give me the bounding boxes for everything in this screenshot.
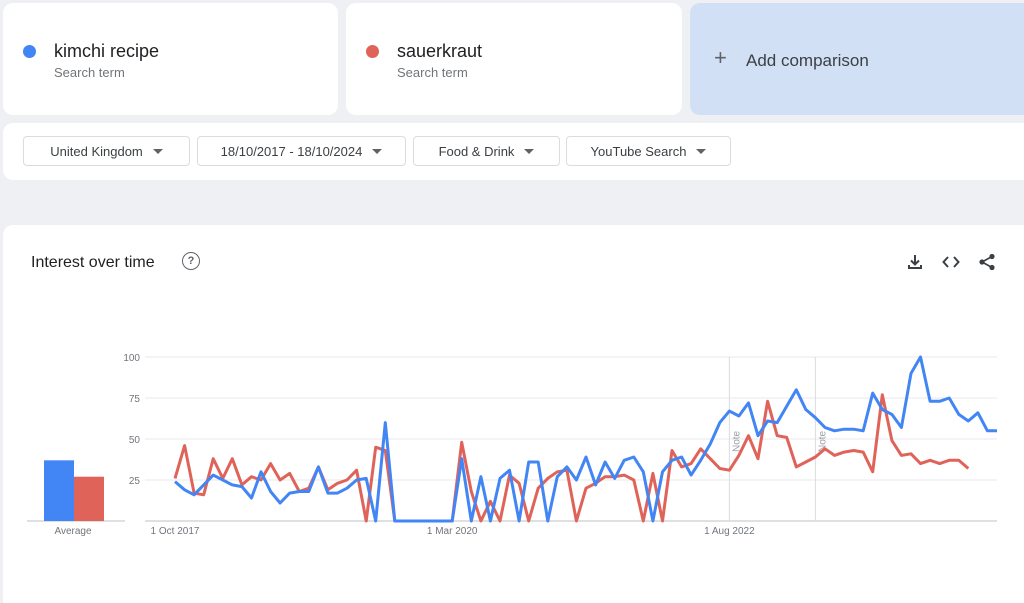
download-icon[interactable] <box>905 252 925 272</box>
average-bar-kimchi-recipe[interactable] <box>44 460 74 521</box>
interest-chart: Average 25 50 75 100 1 Oct 2017 1 Mar 2020 1 … <box>27 353 997 537</box>
chart-title: Interest over time <box>31 254 155 271</box>
region-value: United Kingdom <box>50 143 143 159</box>
embed-icon[interactable] <box>941 252 961 272</box>
term-type: Search term <box>397 65 468 80</box>
category-value: Food & Drink <box>438 143 515 159</box>
series-color-dot <box>366 45 379 58</box>
series-line-sauerkraut[interactable] <box>173 393 970 523</box>
date-range-dropdown[interactable]: 18/10/2017 - 18/10/2024 <box>197 136 406 166</box>
date-range-value: 18/10/2017 - 18/10/2024 <box>220 143 363 159</box>
term-name: kimchi recipe <box>54 41 160 61</box>
category-dropdown[interactable]: Food & Drink <box>413 136 560 166</box>
caret-down-icon <box>524 148 535 154</box>
caret-down-icon <box>152 148 163 154</box>
average-bar-sauerkraut[interactable] <box>74 476 104 521</box>
y-tick-label: 100 <box>123 353 140 364</box>
series-line-kimchi-recipe[interactable] <box>174 355 997 523</box>
average-label: Average <box>54 526 92 537</box>
help-icon[interactable]: ? <box>182 252 200 270</box>
y-tick-label: 75 <box>129 394 141 405</box>
share-icon[interactable] <box>977 252 997 272</box>
property-dropdown[interactable]: YouTube Search <box>566 136 731 166</box>
region-dropdown[interactable]: United Kingdom <box>23 136 190 166</box>
x-tick-label: 1 Aug 2022 <box>704 526 755 537</box>
x-tick-label: 1 Oct 2017 <box>151 526 200 537</box>
add-comparison-label: Add comparison <box>746 51 869 70</box>
y-tick-label: 50 <box>129 435 141 446</box>
term-card-kimchi-recipe[interactable]: kimchi recipe Search term <box>3 3 338 115</box>
caret-down-icon <box>372 148 383 154</box>
term-name: sauerkraut <box>397 41 483 61</box>
interest-over-time-card: Interest over time ? Average 25 50 75 100 1… <box>3 225 1024 603</box>
property-value: YouTube Search <box>590 143 687 159</box>
x-tick-label: 1 Mar 2020 <box>427 526 478 537</box>
filters-bar: United Kingdom 18/10/2017 - 18/10/2024 F… <box>3 123 1024 180</box>
note-marker[interactable]: Note <box>731 430 742 452</box>
term-type: Search term <box>54 65 125 80</box>
term-card-sauerkraut[interactable]: sauerkraut Search term <box>346 3 682 115</box>
note-marker[interactable]: Note <box>817 430 828 452</box>
caret-down-icon <box>696 148 707 154</box>
add-comparison-button[interactable]: + Add comparison <box>690 3 1024 115</box>
series-color-dot <box>23 45 36 58</box>
plus-icon: + <box>714 45 727 70</box>
y-tick-label: 25 <box>129 476 141 487</box>
